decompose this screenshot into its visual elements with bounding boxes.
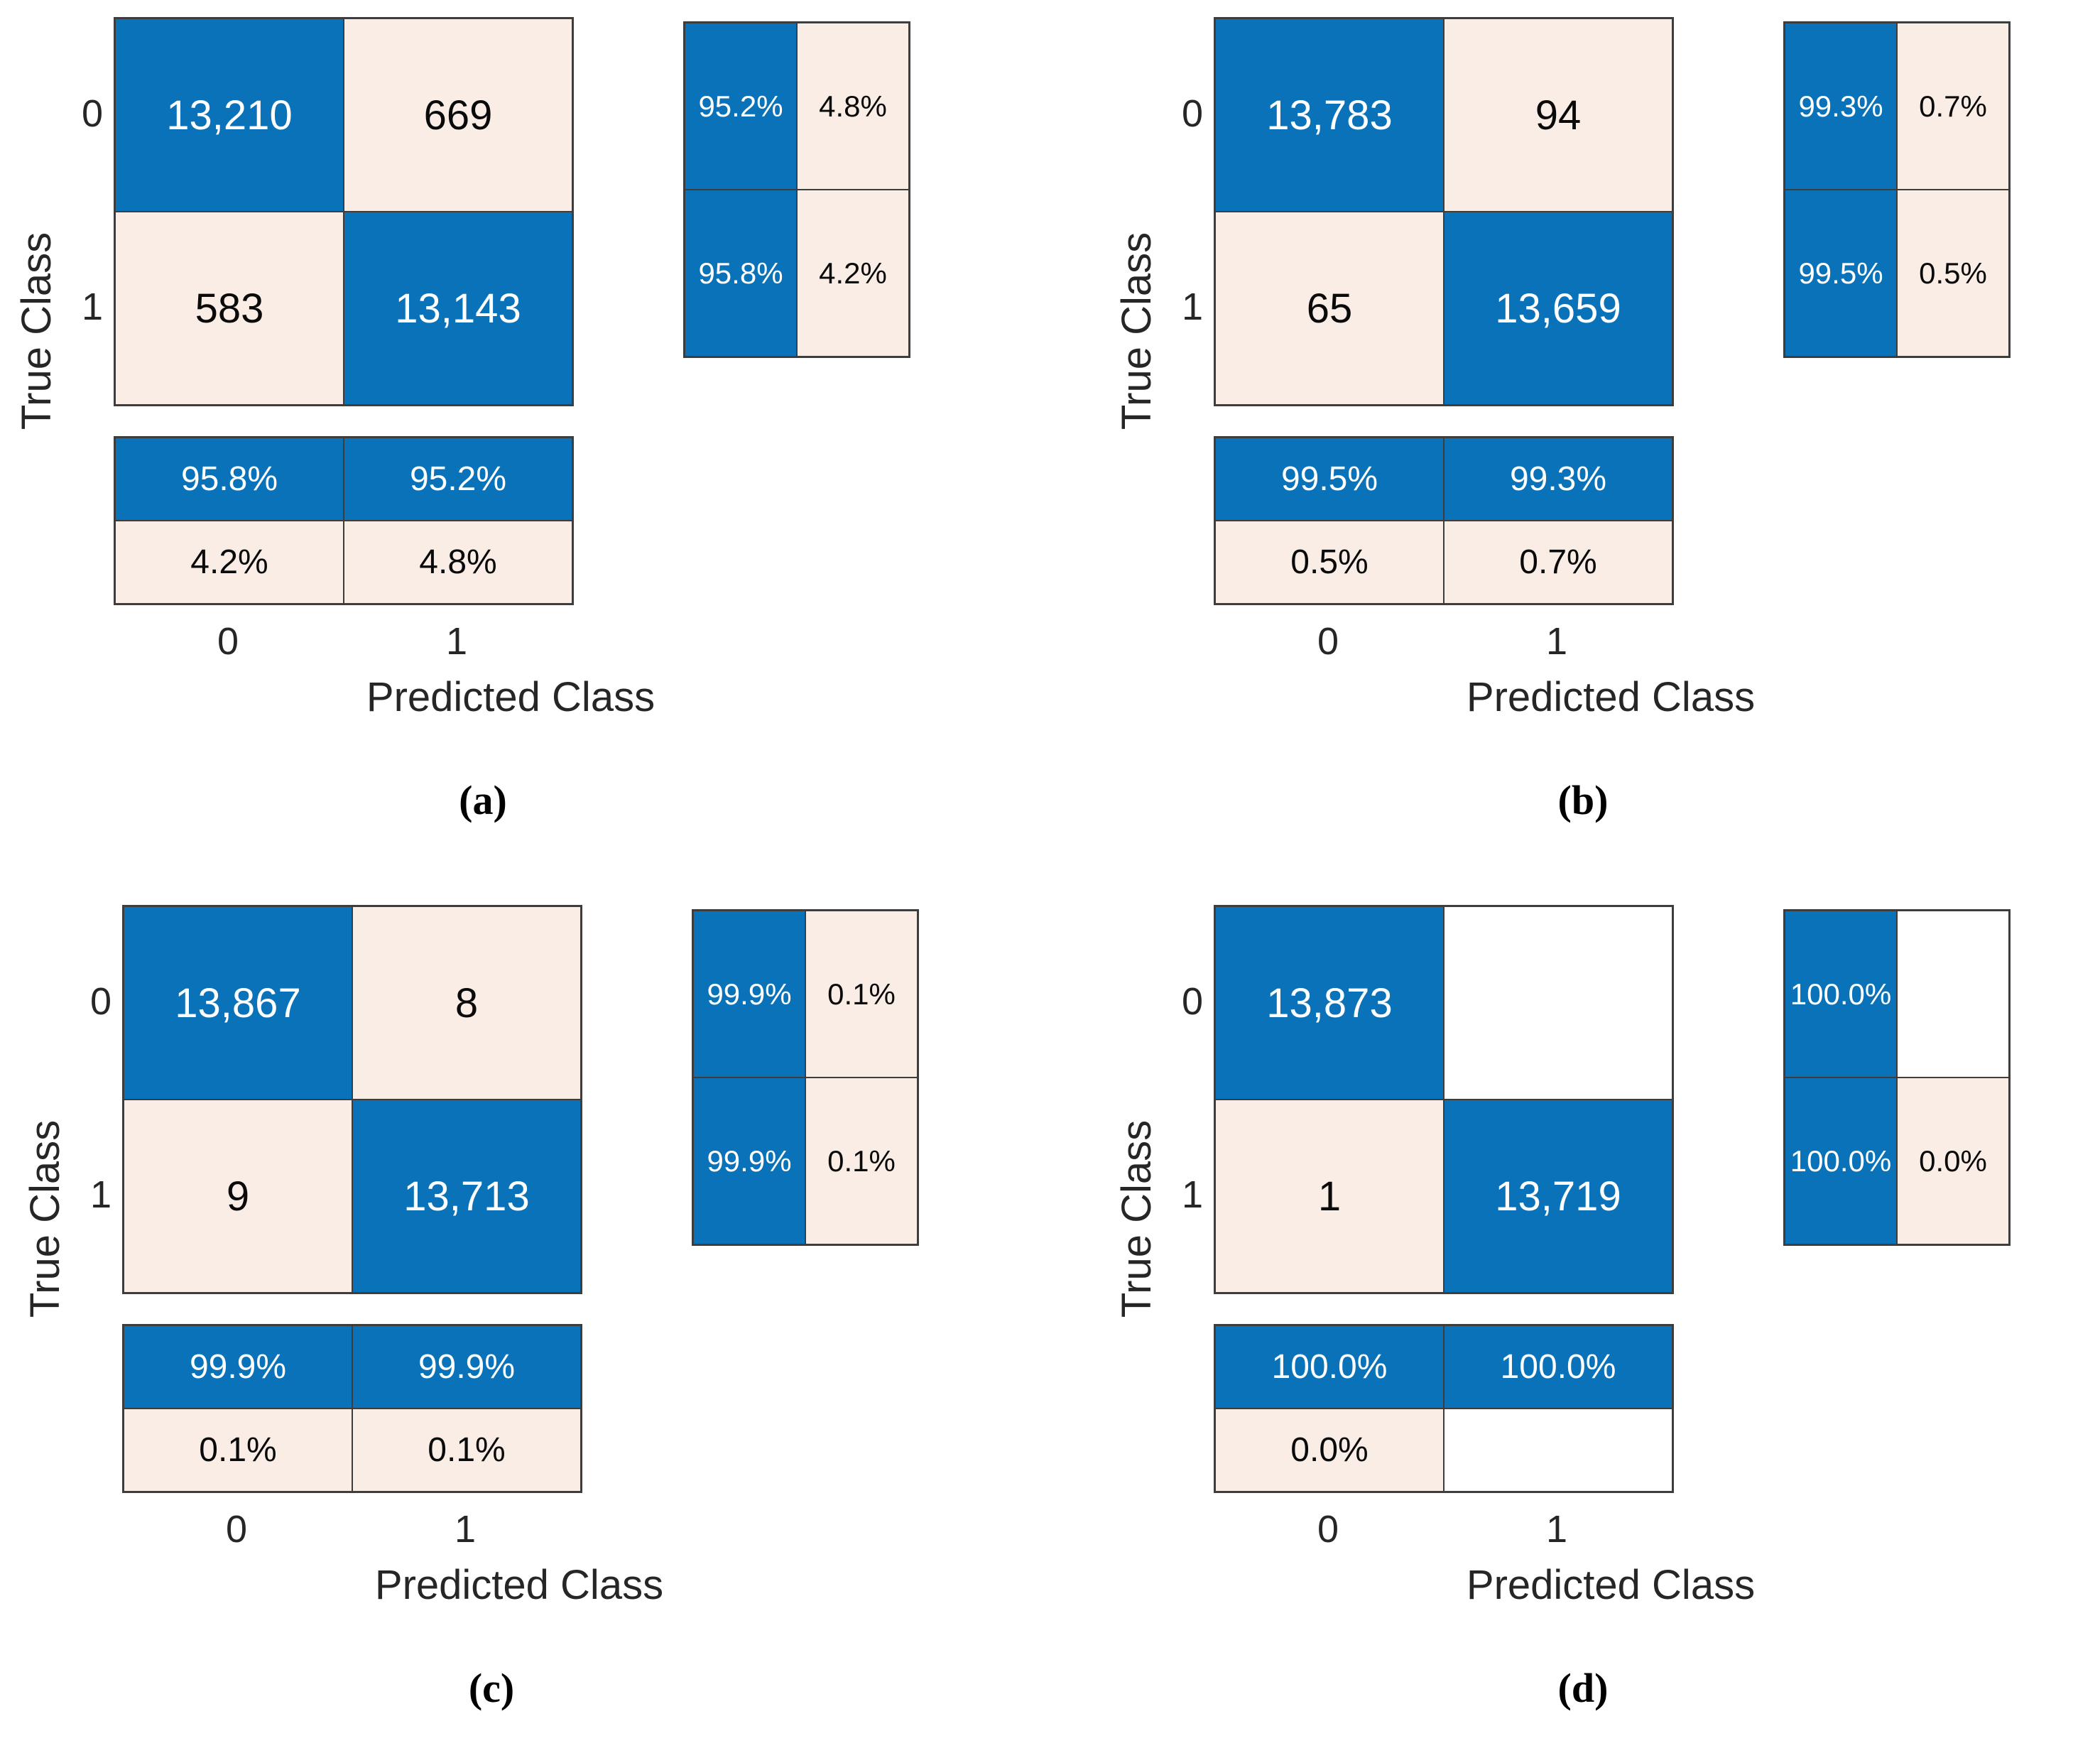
confusion-cell: 9	[124, 1100, 352, 1293]
col-summary-cell: 100.0%	[1444, 1325, 1672, 1409]
confusion-cell: 8	[352, 906, 581, 1100]
x-tick-0: 0	[1317, 1508, 1339, 1551]
column-summary-panel: 99.9% 99.9% 0.1% 0.1%	[122, 1324, 582, 1493]
row-summary-cell: 99.5%	[1785, 190, 1897, 357]
confusion-cell: 13,873	[1215, 906, 1444, 1100]
y-axis-label: True Class	[1114, 232, 1160, 430]
row-summary-cell: 0.0%	[1897, 1078, 2009, 1244]
y-tick-1: 1	[1181, 1173, 1203, 1216]
row-summary-panel: 100.0% 100.0% 0.0%	[1783, 909, 2011, 1246]
row-summary-cell: 99.3%	[1785, 23, 1897, 190]
y-tick-0: 0	[1181, 92, 1203, 135]
row-summary-cell: 100.0%	[1785, 911, 1897, 1078]
col-summary-cell: 0.0%	[1215, 1409, 1444, 1492]
row-summary-panel: 95.2% 4.8% 95.8% 4.2%	[683, 21, 910, 358]
confusion-cell: 13,867	[124, 906, 352, 1100]
col-summary-cell: 99.5%	[1215, 438, 1444, 521]
confusion-cell: 65	[1215, 212, 1444, 405]
col-summary-cell: 4.2%	[115, 521, 344, 604]
column-summary-panel: 99.5% 99.3% 0.5% 0.7%	[1214, 436, 1674, 605]
x-tick-1: 1	[1545, 1508, 1568, 1551]
x-tick-1: 1	[1545, 620, 1568, 663]
row-summary-cell: 4.2%	[797, 190, 909, 357]
confusion-cell: 13,783	[1215, 18, 1444, 212]
col-summary-cell: 0.5%	[1215, 521, 1444, 604]
row-summary-cell: 99.9%	[693, 911, 805, 1078]
x-axis-label: Predicted Class	[1466, 674, 1756, 720]
subfigure-b: True Class 0 1 13,783 94 65 13,659 99.3%…	[1100, 0, 2100, 865]
confusion-matrix: 13,867 8 9 13,713	[122, 905, 582, 1294]
confusion-matrix: 13,210 669 583 13,143	[114, 17, 574, 406]
subfigure-d: True Class 0 1 13,873 1 13,719 100.0% 10…	[1100, 888, 2100, 1753]
confusion-cell: 583	[115, 212, 344, 405]
subfigure-a: True Class 0 1 13,210 669 583 13,143 95.…	[0, 0, 1050, 865]
row-summary-cell: 100.0%	[1785, 1078, 1897, 1244]
column-summary-panel: 95.8% 95.2% 4.2% 4.8%	[114, 436, 574, 605]
x-axis-label: Predicted Class	[366, 674, 655, 720]
col-summary-cell: 99.9%	[352, 1325, 581, 1409]
y-tick-1: 1	[89, 1173, 111, 1216]
x-axis-label: Predicted Class	[1466, 1562, 1756, 1608]
subfigure-c: True Class 0 1 13,867 8 9 13,713 99.9% 0…	[9, 888, 1058, 1753]
confusion-cell	[1444, 906, 1672, 1100]
col-summary-cell	[1444, 1409, 1672, 1492]
x-axis-label: Predicted Class	[374, 1562, 664, 1608]
confusion-cell: 13,143	[344, 212, 572, 405]
confusion-cell: 13,210	[115, 18, 344, 212]
y-axis-label: True Class	[22, 1119, 68, 1318]
row-summary-cell: 0.1%	[805, 911, 918, 1078]
subfigure-caption: (b)	[1557, 777, 1609, 823]
confusion-matrix: 13,873 1 13,719	[1214, 905, 1674, 1294]
col-summary-cell: 99.9%	[124, 1325, 352, 1409]
row-summary-cell: 95.8%	[685, 190, 797, 357]
col-summary-cell: 4.8%	[344, 521, 572, 604]
col-summary-cell: 0.1%	[352, 1409, 581, 1492]
subfigure-caption: (c)	[468, 1665, 515, 1711]
x-tick-1: 1	[445, 620, 468, 663]
col-summary-cell: 95.2%	[344, 438, 572, 521]
row-summary-panel: 99.3% 0.7% 99.5% 0.5%	[1783, 21, 2011, 358]
row-summary-cell: 95.2%	[685, 23, 797, 190]
y-tick-0: 0	[1181, 980, 1203, 1023]
confusion-cell: 669	[344, 18, 572, 212]
x-tick-0: 0	[225, 1508, 248, 1551]
confusion-matrix: 13,783 94 65 13,659	[1214, 17, 1674, 406]
confusion-cell: 94	[1444, 18, 1672, 212]
row-summary-cell: 4.8%	[797, 23, 909, 190]
confusion-cell: 13,713	[352, 1100, 581, 1293]
y-tick-0: 0	[89, 980, 111, 1023]
col-summary-cell: 99.3%	[1444, 438, 1672, 521]
column-summary-panel: 100.0% 100.0% 0.0%	[1214, 1324, 1674, 1493]
y-tick-1: 1	[81, 286, 103, 328]
x-tick-0: 0	[1317, 620, 1339, 663]
row-summary-cell: 0.7%	[1897, 23, 2009, 190]
subfigure-caption: (a)	[459, 777, 507, 823]
x-tick-1: 1	[454, 1508, 477, 1551]
col-summary-cell: 0.1%	[124, 1409, 352, 1492]
y-axis-label: True Class	[13, 232, 60, 430]
col-summary-cell: 95.8%	[115, 438, 344, 521]
y-tick-0: 0	[81, 92, 103, 135]
col-summary-cell: 0.7%	[1444, 521, 1672, 604]
confusion-cell: 13,659	[1444, 212, 1672, 405]
subfigure-caption: (d)	[1557, 1665, 1609, 1711]
row-summary-cell: 0.1%	[805, 1078, 918, 1244]
row-summary-cell: 99.9%	[693, 1078, 805, 1244]
y-tick-1: 1	[1181, 286, 1203, 328]
col-summary-cell: 100.0%	[1215, 1325, 1444, 1409]
y-axis-label: True Class	[1114, 1119, 1160, 1318]
row-summary-cell: 0.5%	[1897, 190, 2009, 357]
confusion-cell: 1	[1215, 1100, 1444, 1293]
confusion-cell: 13,719	[1444, 1100, 1672, 1293]
x-tick-0: 0	[217, 620, 239, 663]
row-summary-cell	[1897, 911, 2009, 1078]
row-summary-panel: 99.9% 0.1% 99.9% 0.1%	[692, 909, 919, 1246]
